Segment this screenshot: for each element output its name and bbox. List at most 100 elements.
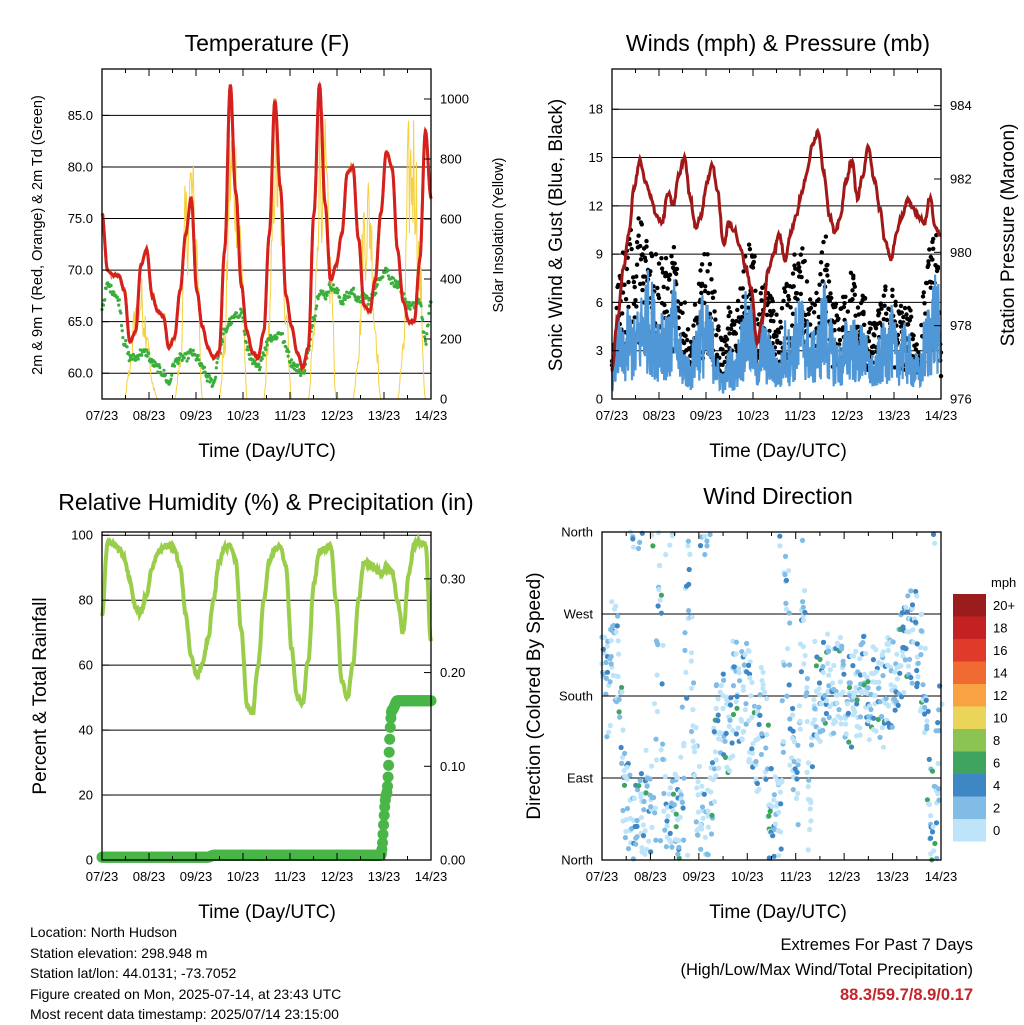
gust-point [931,246,936,251]
station-info: Location: North Hudson Station elevation… [30,922,341,1025]
rh-xtick-label: 13/23 [368,869,401,884]
gust-point [746,242,752,247]
gust-point [714,333,719,338]
gust-point [902,305,908,311]
direction-point [851,653,857,659]
direction-point [625,846,632,852]
direction-point [763,745,769,751]
direction-point [800,599,806,605]
winds-xlabel: Time (Day/UTC) [709,441,847,462]
dewpoint-point [336,288,340,292]
dewpoint-point [423,335,427,339]
direction-point [613,629,619,635]
dewpoint-point [176,361,180,365]
dewpoint-point [138,348,142,352]
rh-xtick-label: 12/23 [321,869,354,884]
dewpoint-point [214,375,218,379]
direction-point [708,831,715,837]
direction-point [718,682,724,689]
direction-point [794,776,800,782]
direction-point [833,692,840,698]
direction-point [735,725,741,731]
direction-point [635,545,642,552]
gust-point [659,256,664,261]
direction-point [791,759,797,765]
gust-point [855,324,861,329]
gust-point [832,320,837,325]
gust-point [774,312,779,317]
direction-point [908,674,914,681]
gust-point [667,272,673,277]
direction-point [661,808,667,814]
humidity-precip-panel: Relative Humidity (%) & Precipitation (i… [30,489,474,923]
direction-point [749,750,756,756]
temp-y2tick-label: 600 [440,212,462,227]
wind-xtick-label: 08/23 [643,408,676,423]
gust-point [746,305,751,310]
direction-point [722,738,728,744]
direction-point [914,680,920,687]
gust-point [728,326,734,332]
gust-point [764,312,770,318]
dewpoint-point [163,373,167,377]
direction-point [753,758,759,765]
direction-point [702,834,708,840]
gust-point [661,284,666,290]
gust-point [740,286,745,291]
direction-point [692,743,699,749]
gust-point [712,289,717,294]
direction-point [804,676,811,682]
gust-point [620,311,625,316]
direction-point [908,588,914,594]
direction-point [756,704,762,710]
direction-point [866,737,872,743]
direction-point [899,648,906,655]
direction-point [609,599,615,605]
dewpoint-point [246,348,250,352]
direction-point [833,688,839,694]
wind-ytick-label: 9 [596,247,603,262]
direction-point [690,738,696,744]
direction-point [765,722,772,728]
gust-point [781,298,786,304]
direction-point [634,817,640,824]
gust-point [626,304,631,310]
gust-point [794,291,800,296]
gust-point [735,298,741,304]
direction-point [857,672,864,678]
dewpoint-point [124,339,128,343]
gust-point [877,320,883,325]
gust-point [639,222,644,227]
gust-point [770,298,775,304]
direction-point [872,692,878,699]
temp-ytick-label: 80.0 [68,159,93,174]
gust-point [873,326,879,331]
direction-point [730,728,736,734]
direction-point [660,756,666,763]
gust-point [725,326,731,331]
gust-point [638,257,644,262]
gust-point [627,242,633,247]
direction-point [843,721,849,727]
direction-point [760,682,766,688]
direction-point [879,713,885,720]
precip-point [382,780,393,792]
dewpoint-point [180,358,184,362]
direction-point [741,728,747,735]
direction-point [739,649,745,655]
gust-point [633,298,638,303]
gust-point [766,300,771,305]
direction-point [936,707,942,713]
direction-point [798,669,805,675]
gust-point [703,284,708,289]
temp-xtick-label: 10/23 [227,408,260,423]
direction-point [776,852,782,859]
gust-point [632,315,637,320]
precip-point [377,828,389,840]
direction-point [607,722,613,729]
direction-point [753,776,759,782]
dewpoint-point [257,368,262,372]
direction-point [630,536,636,542]
gust-point [752,254,757,259]
direction-point [770,833,776,839]
